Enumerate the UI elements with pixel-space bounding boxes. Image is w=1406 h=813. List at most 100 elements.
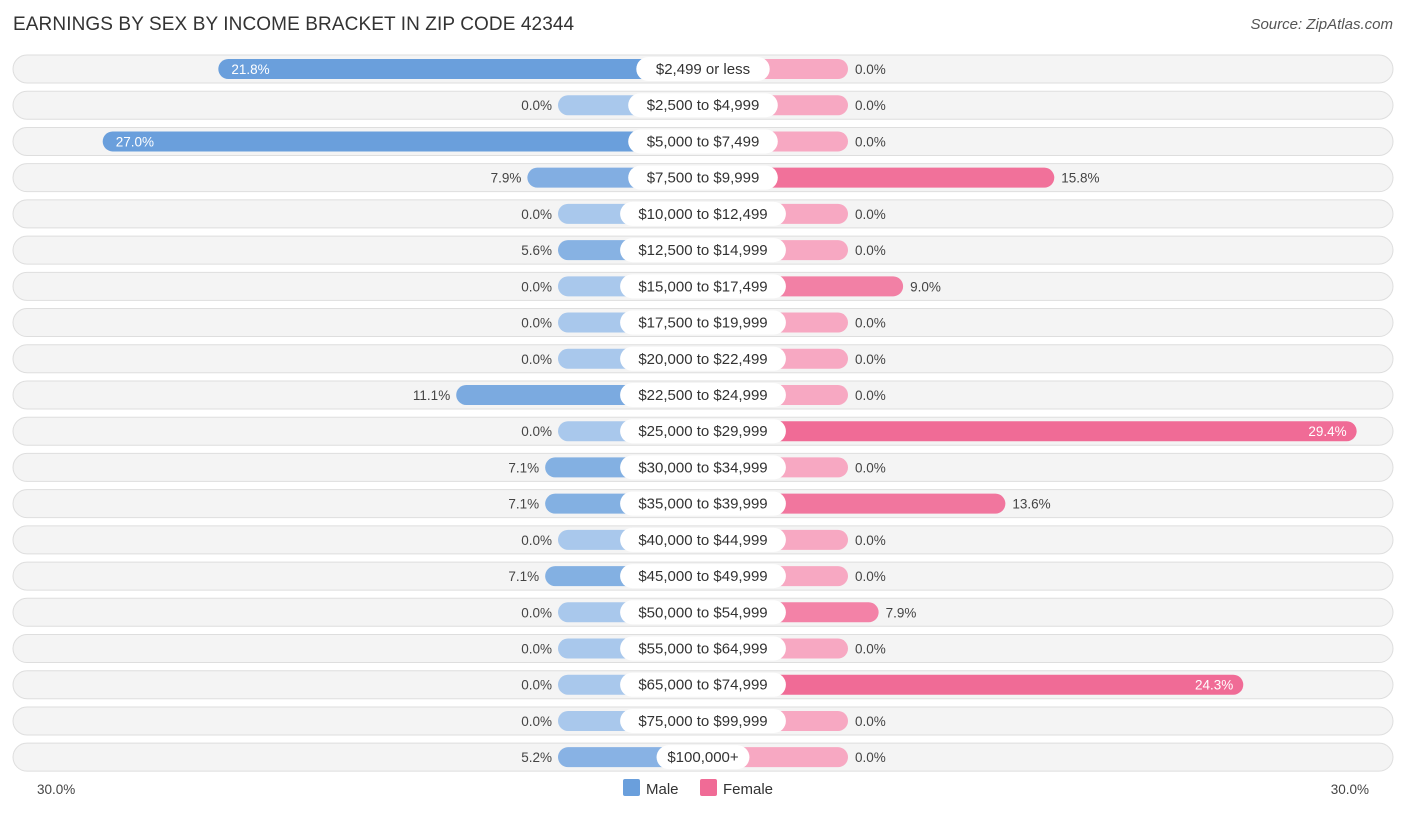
category-label: $100,000+: [667, 749, 739, 766]
female-value-label: 0.0%: [855, 243, 886, 258]
male-value-label: 0.0%: [521, 98, 552, 113]
bar-row: $7,500 to $9,999 7.9% 15.8%: [12, 163, 1394, 193]
female-value-label: 0.0%: [855, 98, 886, 113]
female-value-label: 0.0%: [855, 642, 886, 657]
category-pill: [620, 636, 786, 661]
male-value-label: 0.0%: [521, 316, 552, 331]
category-pill: [620, 274, 786, 299]
category-pill: [620, 201, 786, 226]
bar-row: $22,500 to $24,999 11.1% 0.0%: [12, 380, 1394, 410]
category-pill: [656, 745, 750, 770]
category-label: $50,000 to $54,999: [638, 604, 767, 621]
category-pill: [620, 382, 786, 407]
male-bar: [102, 131, 703, 152]
category-label: $25,000 to $29,999: [638, 423, 767, 440]
legend-swatch-male: [623, 779, 640, 796]
male-value-label: 0.0%: [521, 678, 552, 693]
female-bar: [703, 421, 1357, 442]
male-value-label: 7.1%: [508, 460, 539, 475]
male-value-label: 21.8%: [231, 62, 269, 77]
bar-row: $35,000 to $39,999 7.1% 13.6%: [12, 489, 1394, 519]
female-value-label: 0.0%: [855, 316, 886, 331]
category-pill: [620, 564, 786, 589]
category-label: $75,000 to $99,999: [638, 713, 767, 730]
bar-row: $75,000 to $99,999 0.0% 0.0%: [12, 706, 1394, 736]
category-label: $40,000 to $44,999: [638, 532, 767, 549]
bar-row: $5,000 to $7,499 27.0% 0.0%: [12, 126, 1394, 156]
bar-row: $30,000 to $34,999 7.1% 0.0%: [12, 452, 1394, 482]
bar-row: $2,500 to $4,999 0.0% 0.0%: [12, 90, 1394, 120]
male-value-label: 0.0%: [521, 605, 552, 620]
category-label: $2,499 or less: [656, 61, 750, 78]
bar-row: $65,000 to $74,999 0.0% 24.3%: [12, 670, 1394, 700]
category-label: $7,500 to $9,999: [647, 170, 760, 187]
category-label: $20,000 to $22,499: [638, 351, 767, 368]
bar-row: $17,500 to $19,999 0.0% 0.0%: [12, 308, 1394, 338]
male-value-label: 0.0%: [521, 207, 552, 222]
category-pill: [620, 527, 786, 552]
axis-label-left: 30.0%: [37, 782, 75, 797]
category-pill: [620, 419, 786, 444]
category-label: $12,500 to $14,999: [638, 242, 767, 259]
bar-row: $55,000 to $64,999 0.0% 0.0%: [12, 634, 1394, 664]
female-value-label: 15.8%: [1061, 171, 1099, 186]
source-label: Source: ZipAtlas.com: [1250, 16, 1393, 33]
female-value-label: 0.0%: [855, 352, 886, 367]
legend-label-female: Female: [723, 781, 773, 798]
male-value-label: 0.0%: [521, 533, 552, 548]
category-pill: [628, 93, 778, 118]
male-value-label: 7.1%: [508, 569, 539, 584]
male-value-label: 0.0%: [521, 714, 552, 729]
male-value-label: 0.0%: [521, 279, 552, 294]
category-label: $35,000 to $39,999: [638, 496, 767, 513]
female-bar: [703, 674, 1244, 695]
category-pill: [620, 455, 786, 480]
bar-row: $40,000 to $44,999 0.0% 0.0%: [12, 525, 1394, 555]
category-label: $22,500 to $24,999: [638, 387, 767, 404]
female-value-label: 0.0%: [855, 134, 886, 149]
bar-row: $25,000 to $29,999 0.0% 29.4%: [12, 416, 1394, 446]
category-label: $10,000 to $12,499: [638, 206, 767, 223]
bar-row: $100,000+ 5.2% 0.0%: [12, 742, 1394, 772]
female-value-label: 29.4%: [1308, 424, 1346, 439]
female-value-label: 13.6%: [1012, 497, 1050, 512]
female-value-label: 24.3%: [1195, 678, 1233, 693]
female-value-label: 0.0%: [855, 62, 886, 77]
bar-row: $50,000 to $54,999 0.0% 7.9%: [12, 597, 1394, 627]
male-value-label: 11.1%: [413, 388, 450, 403]
male-value-label: 0.0%: [521, 352, 552, 367]
female-value-label: 0.0%: [855, 714, 886, 729]
axis-label-right: 30.0%: [1331, 782, 1369, 797]
bar-row: $10,000 to $12,499 0.0% 0.0%: [12, 199, 1394, 229]
category-label: $45,000 to $49,999: [638, 568, 767, 585]
male-value-label: 7.1%: [508, 497, 539, 512]
category-pill: [636, 57, 770, 81]
male-value-label: 0.0%: [521, 642, 552, 657]
bar-row: $15,000 to $17,499 0.0% 9.0%: [12, 271, 1394, 301]
category-pill: [620, 238, 786, 263]
bar-row: $12,500 to $14,999 5.6% 0.0%: [12, 235, 1394, 265]
category-label: $55,000 to $64,999: [638, 641, 767, 658]
category-label: $65,000 to $74,999: [638, 677, 767, 694]
category-pill: [620, 708, 786, 733]
category-label: $2,500 to $4,999: [647, 97, 760, 114]
male-bar: [218, 59, 703, 79]
category-pill: [628, 129, 778, 154]
bar-rows: $2,499 or less 21.8% 0.0% $2,500 to $4,999 0…: [12, 54, 1394, 772]
category-label: $5,000 to $7,499: [647, 133, 760, 150]
female-value-label: 0.0%: [855, 750, 886, 765]
legend-swatch-female: [700, 779, 717, 796]
female-value-label: 0.0%: [855, 207, 886, 222]
male-value-label: 7.9%: [491, 171, 522, 186]
bar-row: $2,499 or less 21.8% 0.0%: [12, 54, 1394, 84]
category-label: $15,000 to $17,499: [638, 278, 767, 295]
legend: Male Female: [623, 779, 773, 798]
category-pill: [620, 346, 786, 371]
female-bar: [703, 167, 1055, 188]
category-label: $17,500 to $19,999: [638, 315, 767, 332]
bar-row: $45,000 to $49,999 7.1% 0.0%: [12, 561, 1394, 591]
category-pill: [628, 165, 778, 190]
female-value-label: 0.0%: [855, 460, 886, 475]
bar-row: $20,000 to $22,499 0.0% 0.0%: [12, 344, 1394, 374]
